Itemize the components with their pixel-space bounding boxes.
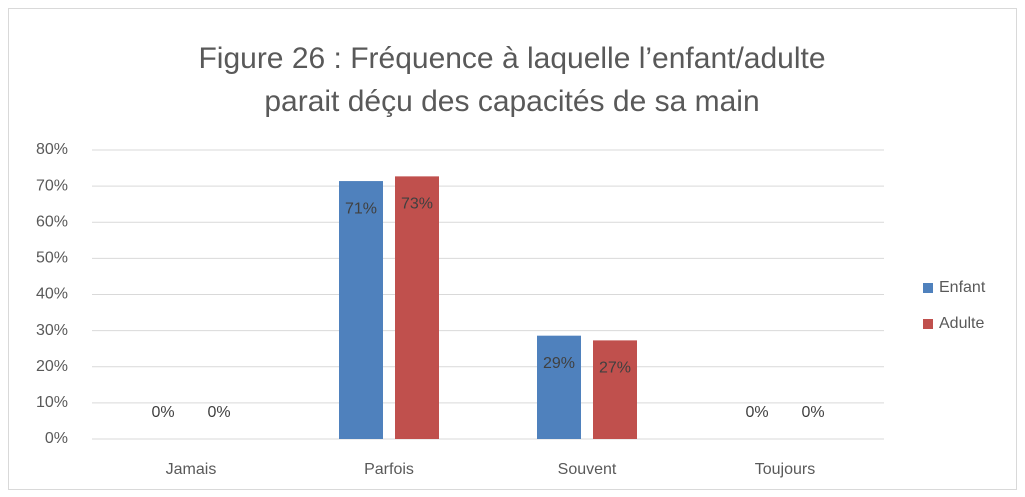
y-tick-label: 80% xyxy=(36,141,68,158)
y-tick-label: 0% xyxy=(45,430,68,447)
data-label: 0% xyxy=(207,404,230,421)
data-label: 27% xyxy=(599,360,631,377)
bar xyxy=(339,181,383,439)
x-tick-label: Parfois xyxy=(364,461,414,478)
data-label: 71% xyxy=(345,200,377,217)
legend-swatch xyxy=(923,283,933,293)
x-tick-label: Jamais xyxy=(166,461,217,478)
bar xyxy=(395,176,439,439)
y-tick-label: 50% xyxy=(36,250,68,267)
y-tick-label: 40% xyxy=(36,286,68,303)
x-tick-label: Toujours xyxy=(755,461,815,478)
bar xyxy=(593,340,637,439)
chart-title: Figure 26 : Fréquence à laquelle l’enfan… xyxy=(198,42,825,75)
data-label: 0% xyxy=(151,404,174,421)
data-label: 73% xyxy=(401,196,433,213)
data-label: 0% xyxy=(801,404,824,421)
y-tick-label: 20% xyxy=(36,358,68,375)
bar xyxy=(537,335,581,439)
y-tick-label: 60% xyxy=(36,213,68,230)
y-tick-label: 70% xyxy=(36,177,68,194)
legend-label: Adulte xyxy=(939,315,984,332)
y-tick-label: 30% xyxy=(36,322,68,339)
chart-title: parait déçu des capacités de sa main xyxy=(264,85,759,118)
legend-swatch xyxy=(923,319,933,329)
data-label: 29% xyxy=(543,355,575,372)
x-tick-label: Souvent xyxy=(558,461,617,478)
chart-border xyxy=(8,8,1017,490)
y-tick-label: 10% xyxy=(36,394,68,411)
data-label: 0% xyxy=(745,404,768,421)
legend-label: Enfant xyxy=(939,279,986,296)
